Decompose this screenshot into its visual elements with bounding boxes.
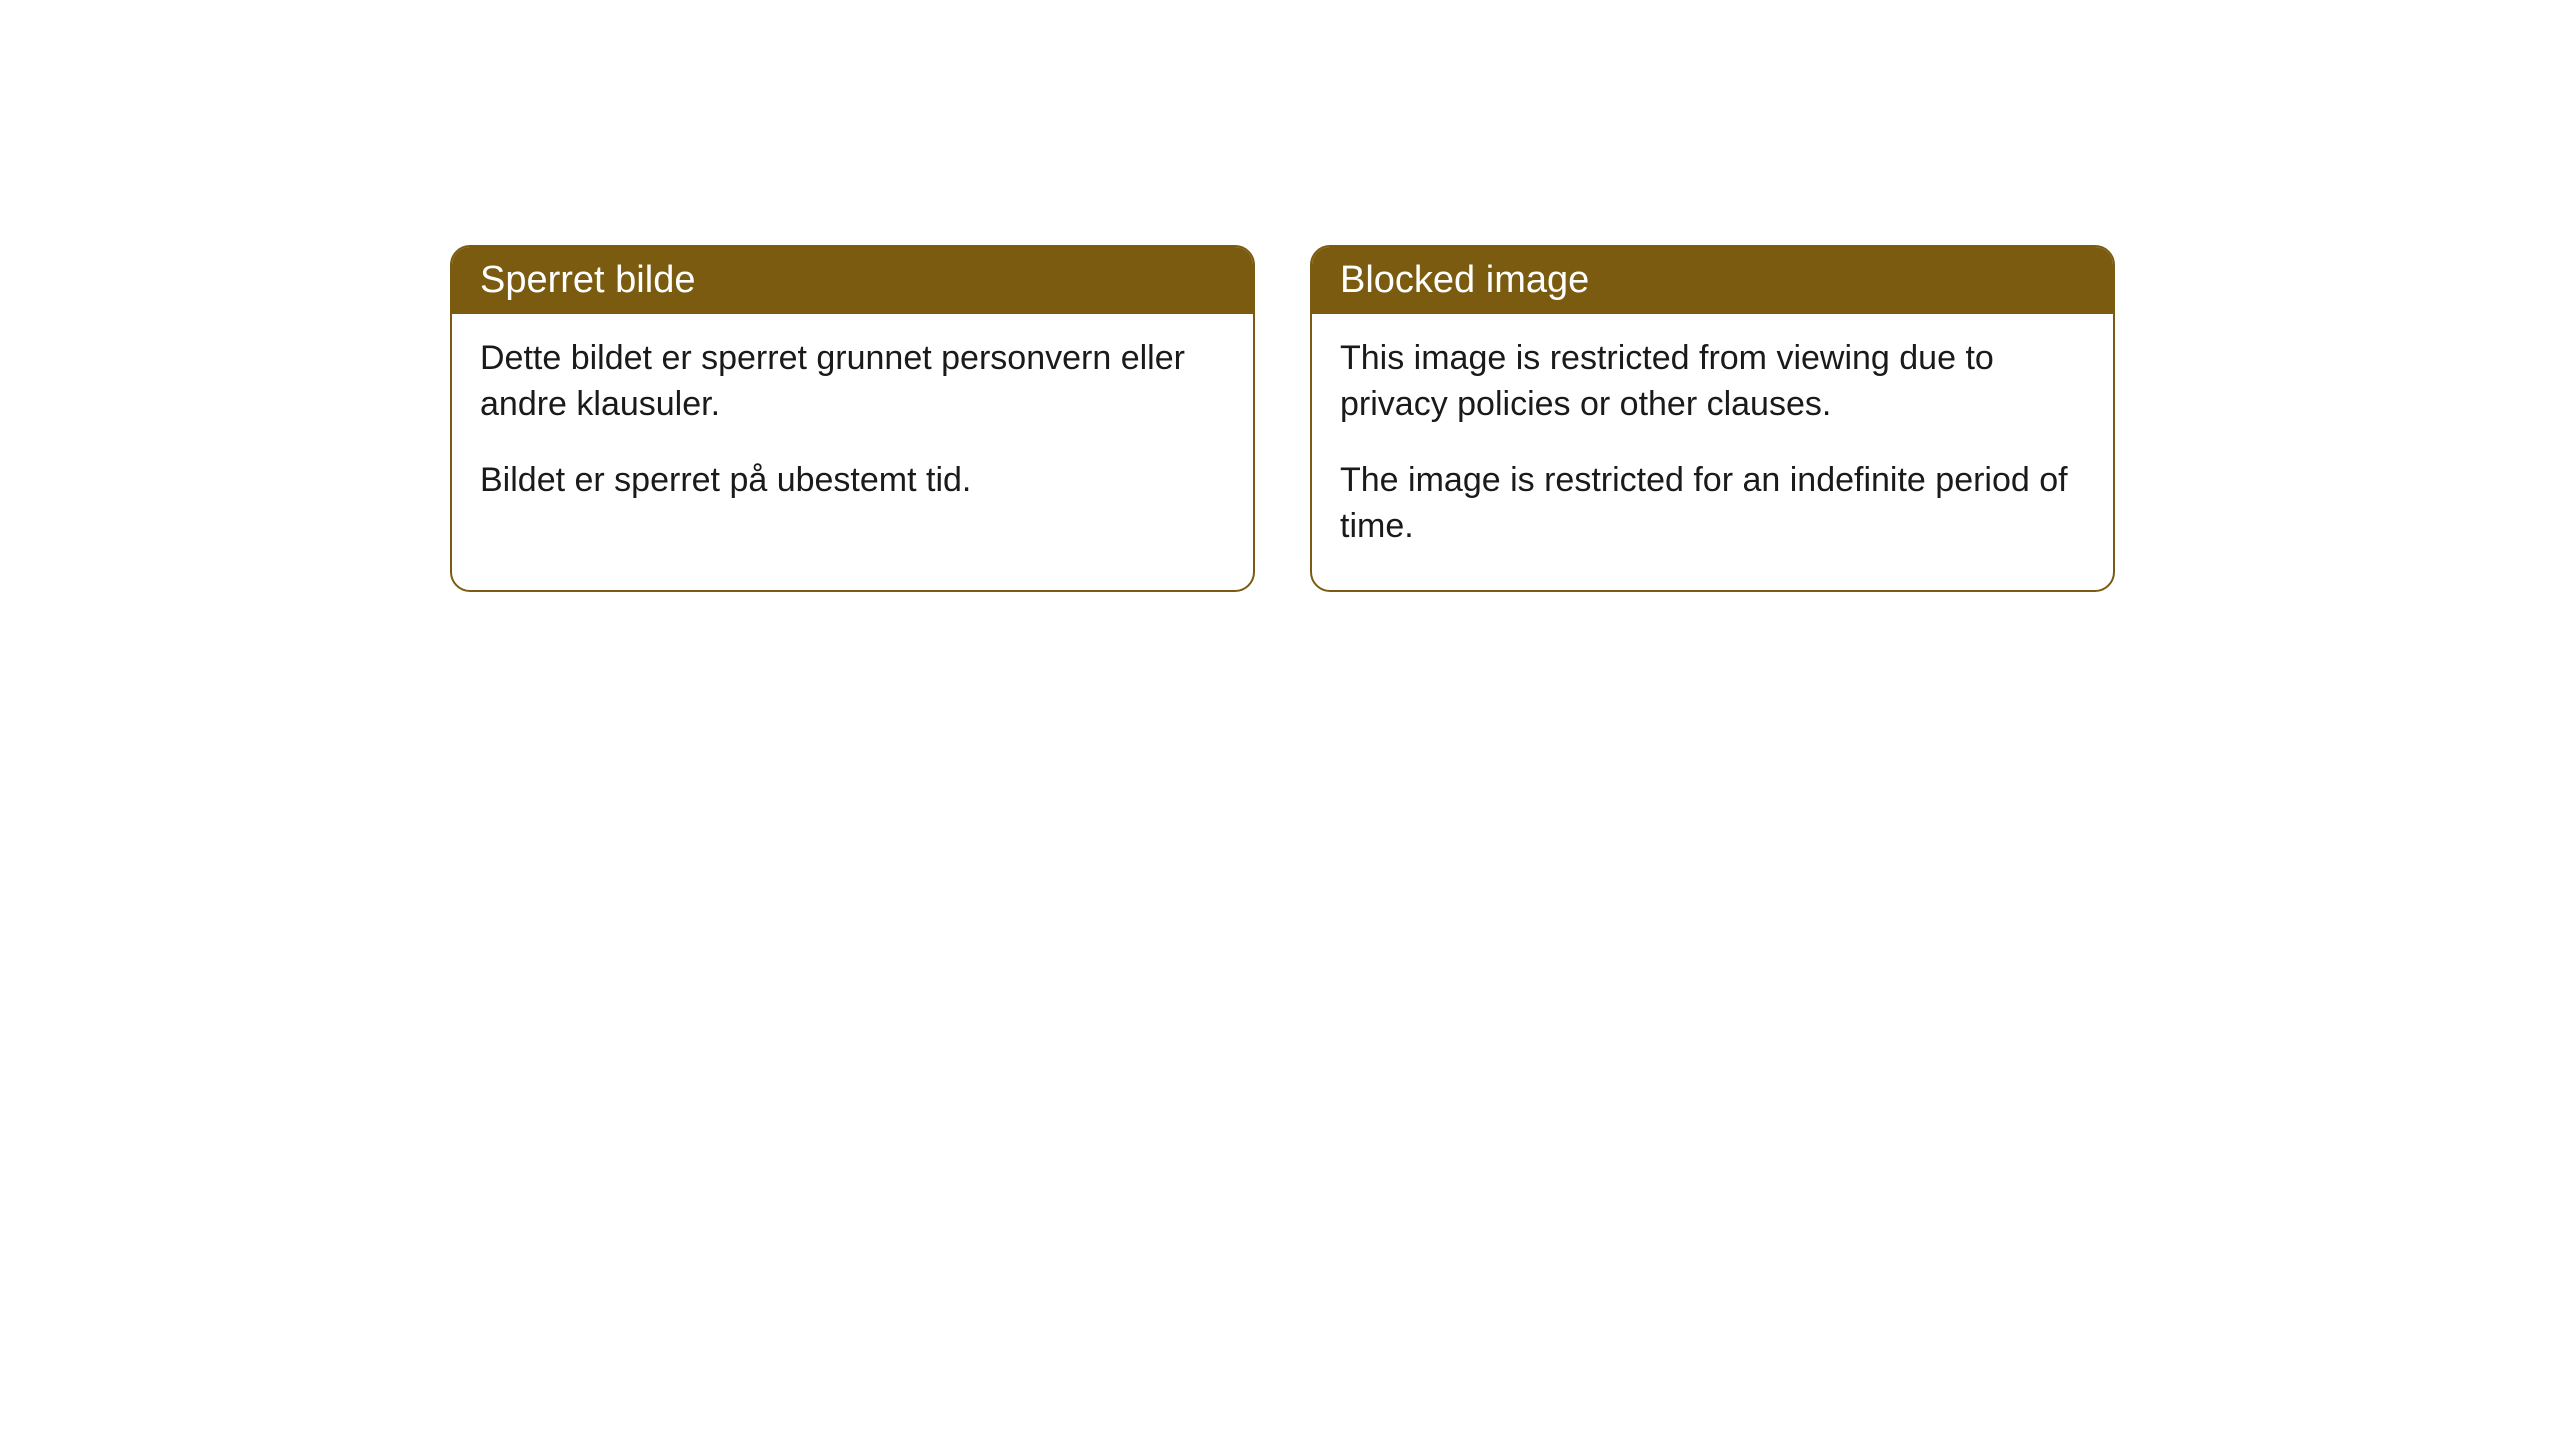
card-paragraph: Bildet er sperret på ubestemt tid. bbox=[480, 458, 1225, 504]
card-header: Sperret bilde bbox=[452, 247, 1253, 314]
notice-card-english: Blocked image This image is restricted f… bbox=[1310, 245, 2115, 592]
notice-card-norwegian: Sperret bilde Dette bildet er sperret gr… bbox=[450, 245, 1255, 592]
card-title: Blocked image bbox=[1340, 259, 1589, 301]
card-header: Blocked image bbox=[1312, 247, 2113, 314]
card-paragraph: The image is restricted for an indefinit… bbox=[1340, 458, 2085, 550]
card-paragraph: This image is restricted from viewing du… bbox=[1340, 336, 2085, 428]
card-body: Dette bildet er sperret grunnet personve… bbox=[452, 314, 1253, 544]
card-paragraph: Dette bildet er sperret grunnet personve… bbox=[480, 336, 1225, 428]
notice-cards-container: Sperret bilde Dette bildet er sperret gr… bbox=[450, 245, 2115, 592]
card-title: Sperret bilde bbox=[480, 259, 695, 301]
card-body: This image is restricted from viewing du… bbox=[1312, 314, 2113, 590]
